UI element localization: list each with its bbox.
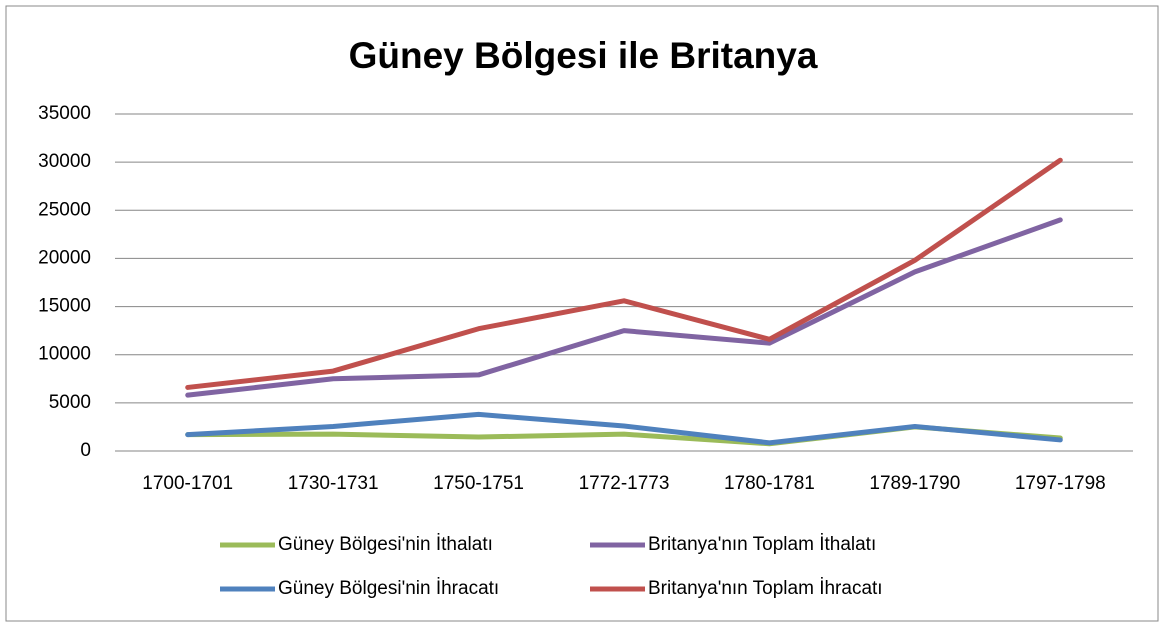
- y-tick-label: 10000: [38, 344, 91, 365]
- series-line: [185, 157, 1063, 390]
- y-tick-label: 15000: [38, 296, 91, 317]
- x-tick-label: 1750-1751: [433, 473, 524, 494]
- y-tick-label: 25000: [38, 199, 91, 220]
- y-tick-label: 30000: [38, 151, 91, 172]
- legend-label: Britanya'nın Toplam İthalatı: [648, 534, 876, 555]
- legend-label: Güney Bölgesi'nin İhracatı: [278, 578, 499, 599]
- x-tick-label: 1772-1773: [579, 473, 670, 494]
- y-tick-label: 5000: [49, 392, 91, 413]
- chart-frame: [5, 5, 1159, 622]
- x-tick-label: 1700-1701: [142, 473, 233, 494]
- series-line: [185, 217, 1063, 398]
- x-tick-label: 1797-1798: [1015, 473, 1106, 494]
- legend-label: Güney Bölgesi'nin İthalatı: [278, 534, 493, 555]
- y-tick-label: 0: [80, 440, 91, 461]
- y-tick-label: 35000: [38, 103, 91, 124]
- x-tick-label: 1789-1790: [869, 473, 960, 494]
- series-line: [185, 411, 1063, 446]
- legend-label: Britanya'nın Toplam İhracatı: [648, 578, 883, 599]
- y-tick-label: 20000: [38, 247, 91, 268]
- x-tick-label: 1780-1781: [724, 473, 815, 494]
- x-tick-label: 1730-1731: [288, 473, 379, 494]
- chart-title: Güney Bölgesi ile Britanya: [349, 35, 818, 76]
